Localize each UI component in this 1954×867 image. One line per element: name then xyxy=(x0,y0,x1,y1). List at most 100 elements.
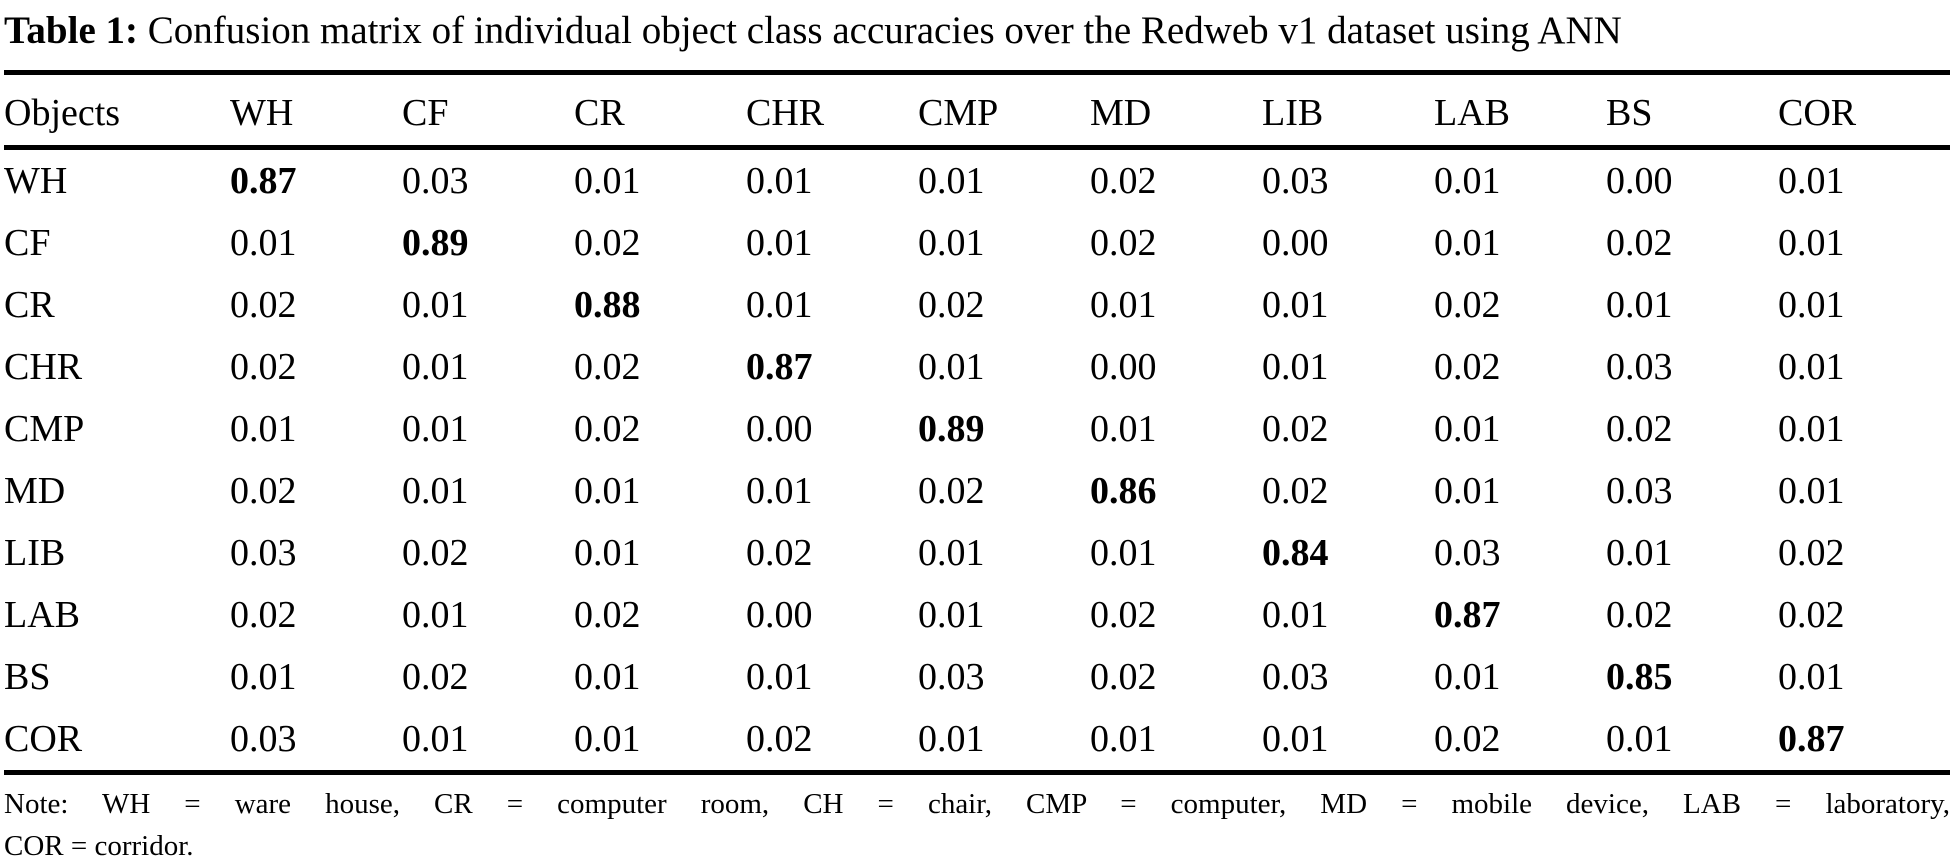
table-row-lib: LIB 0.03 0.02 0.01 0.02 0.01 0.01 0.84 0.03 0.01 0… xyxy=(4,522,1950,584)
matrix-cell-bs-lab: 0.01 xyxy=(1434,656,1501,698)
matrix-cell-cf-wh: 0.01 xyxy=(230,222,297,264)
matrix-cell-lib-lab: 0.03 xyxy=(1434,532,1501,574)
matrix-cell-lib-md: 0.01 xyxy=(1090,532,1157,574)
matrix-cell-lib-cf: 0.02 xyxy=(402,532,469,574)
column-header-cf: CF xyxy=(402,72,574,150)
row-label-lib: LIB xyxy=(4,532,66,574)
column-header-cmp: CMP xyxy=(918,72,1090,150)
matrix-cell-md-md: 0.86 xyxy=(1090,470,1157,512)
matrix-cell-cr-cr: 0.88 xyxy=(574,284,641,326)
matrix-cell-cmp-bs: 0.02 xyxy=(1606,408,1673,450)
matrix-cell-cf-cor: 0.01 xyxy=(1778,222,1845,264)
column-header-lib: LIB xyxy=(1262,72,1434,150)
matrix-cell-cor-bs: 0.01 xyxy=(1606,718,1673,760)
header-row: Objects WH CF CR CHR CMP MD LIB LAB BS COR xyxy=(4,72,1950,150)
matrix-cell-cor-lib: 0.01 xyxy=(1262,718,1329,760)
column-header-lab: LAB xyxy=(1434,72,1606,150)
matrix-cell-cor-wh: 0.03 xyxy=(230,718,297,760)
row-label-md: MD xyxy=(4,470,66,512)
footnote-line-2: COR = corridor. xyxy=(4,830,194,862)
matrix-cell-cr-cmp: 0.02 xyxy=(918,284,985,326)
matrix-cell-chr-cr: 0.02 xyxy=(574,346,641,388)
matrix-cell-wh-lab: 0.01 xyxy=(1434,160,1501,202)
matrix-cell-md-lab: 0.01 xyxy=(1434,470,1501,512)
table-header: Objects WH CF CR CHR CMP MD LIB LAB BS COR xyxy=(4,72,1950,150)
matrix-cell-cmp-md: 0.01 xyxy=(1090,408,1157,450)
matrix-cell-bs-cmp: 0.03 xyxy=(918,656,985,698)
matrix-cell-cf-bs: 0.02 xyxy=(1606,222,1673,264)
matrix-cell-chr-cf: 0.01 xyxy=(402,346,469,388)
matrix-cell-chr-bs: 0.03 xyxy=(1606,346,1673,388)
matrix-cell-chr-lab: 0.02 xyxy=(1434,346,1501,388)
matrix-cell-cmp-lib: 0.02 xyxy=(1262,408,1329,450)
matrix-cell-lab-cmp: 0.01 xyxy=(918,594,985,636)
matrix-cell-wh-bs: 0.00 xyxy=(1606,160,1673,202)
matrix-cell-cor-lab: 0.02 xyxy=(1434,718,1501,760)
matrix-cell-lab-chr: 0.00 xyxy=(746,594,813,636)
matrix-cell-lab-md: 0.02 xyxy=(1090,594,1157,636)
table-row-cmp: CMP 0.01 0.01 0.02 0.00 0.89 0.01 0.02 0.01 0.02 0… xyxy=(4,398,1950,460)
matrix-cell-cor-cr: 0.01 xyxy=(574,718,641,760)
matrix-cell-cf-chr: 0.01 xyxy=(746,222,813,264)
table-body: WH 0.87 0.03 0.01 0.01 0.01 0.02 0.03 0.01 0.00 0.… xyxy=(4,148,1950,773)
table-caption-label: Table 1: xyxy=(4,9,139,52)
matrix-cell-chr-cmp: 0.01 xyxy=(918,346,985,388)
confusion-matrix-table: Objects WH CF CR CHR CMP MD LIB LAB BS COR WH 0.87… xyxy=(4,70,1950,775)
row-label-lab: LAB xyxy=(4,594,80,636)
matrix-cell-lab-cor: 0.02 xyxy=(1778,594,1845,636)
matrix-cell-lab-cf: 0.01 xyxy=(402,594,469,636)
matrix-cell-chr-lib: 0.01 xyxy=(1262,346,1329,388)
matrix-cell-wh-chr: 0.01 xyxy=(746,160,813,202)
matrix-cell-bs-bs: 0.85 xyxy=(1606,656,1673,698)
matrix-cell-bs-chr: 0.01 xyxy=(746,656,813,698)
matrix-cell-cmp-cr: 0.02 xyxy=(574,408,641,450)
matrix-cell-cf-md: 0.02 xyxy=(1090,222,1157,264)
matrix-cell-cr-md: 0.01 xyxy=(1090,284,1157,326)
matrix-cell-md-cmp: 0.02 xyxy=(918,470,985,512)
matrix-cell-cf-cf: 0.89 xyxy=(402,222,469,264)
matrix-cell-cor-chr: 0.02 xyxy=(746,718,813,760)
matrix-cell-md-cor: 0.01 xyxy=(1778,470,1845,512)
matrix-cell-wh-cf: 0.03 xyxy=(402,160,469,202)
matrix-cell-lib-bs: 0.01 xyxy=(1606,532,1673,574)
matrix-cell-chr-cor: 0.01 xyxy=(1778,346,1845,388)
matrix-cell-chr-chr: 0.87 xyxy=(746,346,813,388)
matrix-cell-lab-cr: 0.02 xyxy=(574,594,641,636)
matrix-cell-cor-cmp: 0.01 xyxy=(918,718,985,760)
matrix-cell-cf-lib: 0.00 xyxy=(1262,222,1329,264)
matrix-cell-bs-cr: 0.01 xyxy=(574,656,641,698)
matrix-cell-cmp-cmp: 0.89 xyxy=(918,408,985,450)
matrix-cell-lib-chr: 0.02 xyxy=(746,532,813,574)
matrix-cell-cmp-wh: 0.01 xyxy=(230,408,297,450)
corner-header-objects: Objects xyxy=(4,72,230,150)
table-footnote: Note: WH = ware house, CR = computer roo… xyxy=(4,783,1950,867)
matrix-cell-cf-cr: 0.02 xyxy=(574,222,641,264)
matrix-cell-bs-cor: 0.01 xyxy=(1778,656,1845,698)
column-header-wh: WH xyxy=(230,72,402,150)
matrix-cell-cr-cor: 0.01 xyxy=(1778,284,1845,326)
matrix-cell-cor-cor: 0.87 xyxy=(1778,718,1845,760)
matrix-cell-cr-chr: 0.01 xyxy=(746,284,813,326)
matrix-cell-cf-cmp: 0.01 xyxy=(918,222,985,264)
column-header-cor: COR xyxy=(1778,72,1950,150)
matrix-cell-cmp-chr: 0.00 xyxy=(746,408,813,450)
matrix-cell-wh-cor: 0.01 xyxy=(1778,160,1845,202)
matrix-cell-lib-cmp: 0.01 xyxy=(918,532,985,574)
matrix-cell-lab-wh: 0.02 xyxy=(230,594,297,636)
matrix-cell-lab-bs: 0.02 xyxy=(1606,594,1673,636)
row-label-wh: WH xyxy=(4,160,68,202)
matrix-cell-wh-cr: 0.01 xyxy=(574,160,641,202)
column-header-chr: CHR xyxy=(746,72,918,150)
table-row-wh: WH 0.87 0.03 0.01 0.01 0.01 0.02 0.03 0.01 0.00 0.… xyxy=(4,148,1950,213)
matrix-cell-wh-lib: 0.03 xyxy=(1262,160,1329,202)
table-row-bs: BS 0.01 0.02 0.01 0.01 0.03 0.02 0.03 0.01 0.85 0.… xyxy=(4,646,1950,708)
matrix-cell-cr-bs: 0.01 xyxy=(1606,284,1673,326)
matrix-cell-md-cf: 0.01 xyxy=(402,470,469,512)
table-row-cf: CF 0.01 0.89 0.02 0.01 0.01 0.02 0.00 0.01 0.02 0.… xyxy=(4,212,1950,274)
column-header-cr: CR xyxy=(574,72,746,150)
column-header-bs: BS xyxy=(1606,72,1778,150)
matrix-cell-cmp-cf: 0.01 xyxy=(402,408,469,450)
matrix-cell-bs-cf: 0.02 xyxy=(402,656,469,698)
matrix-cell-lib-wh: 0.03 xyxy=(230,532,297,574)
